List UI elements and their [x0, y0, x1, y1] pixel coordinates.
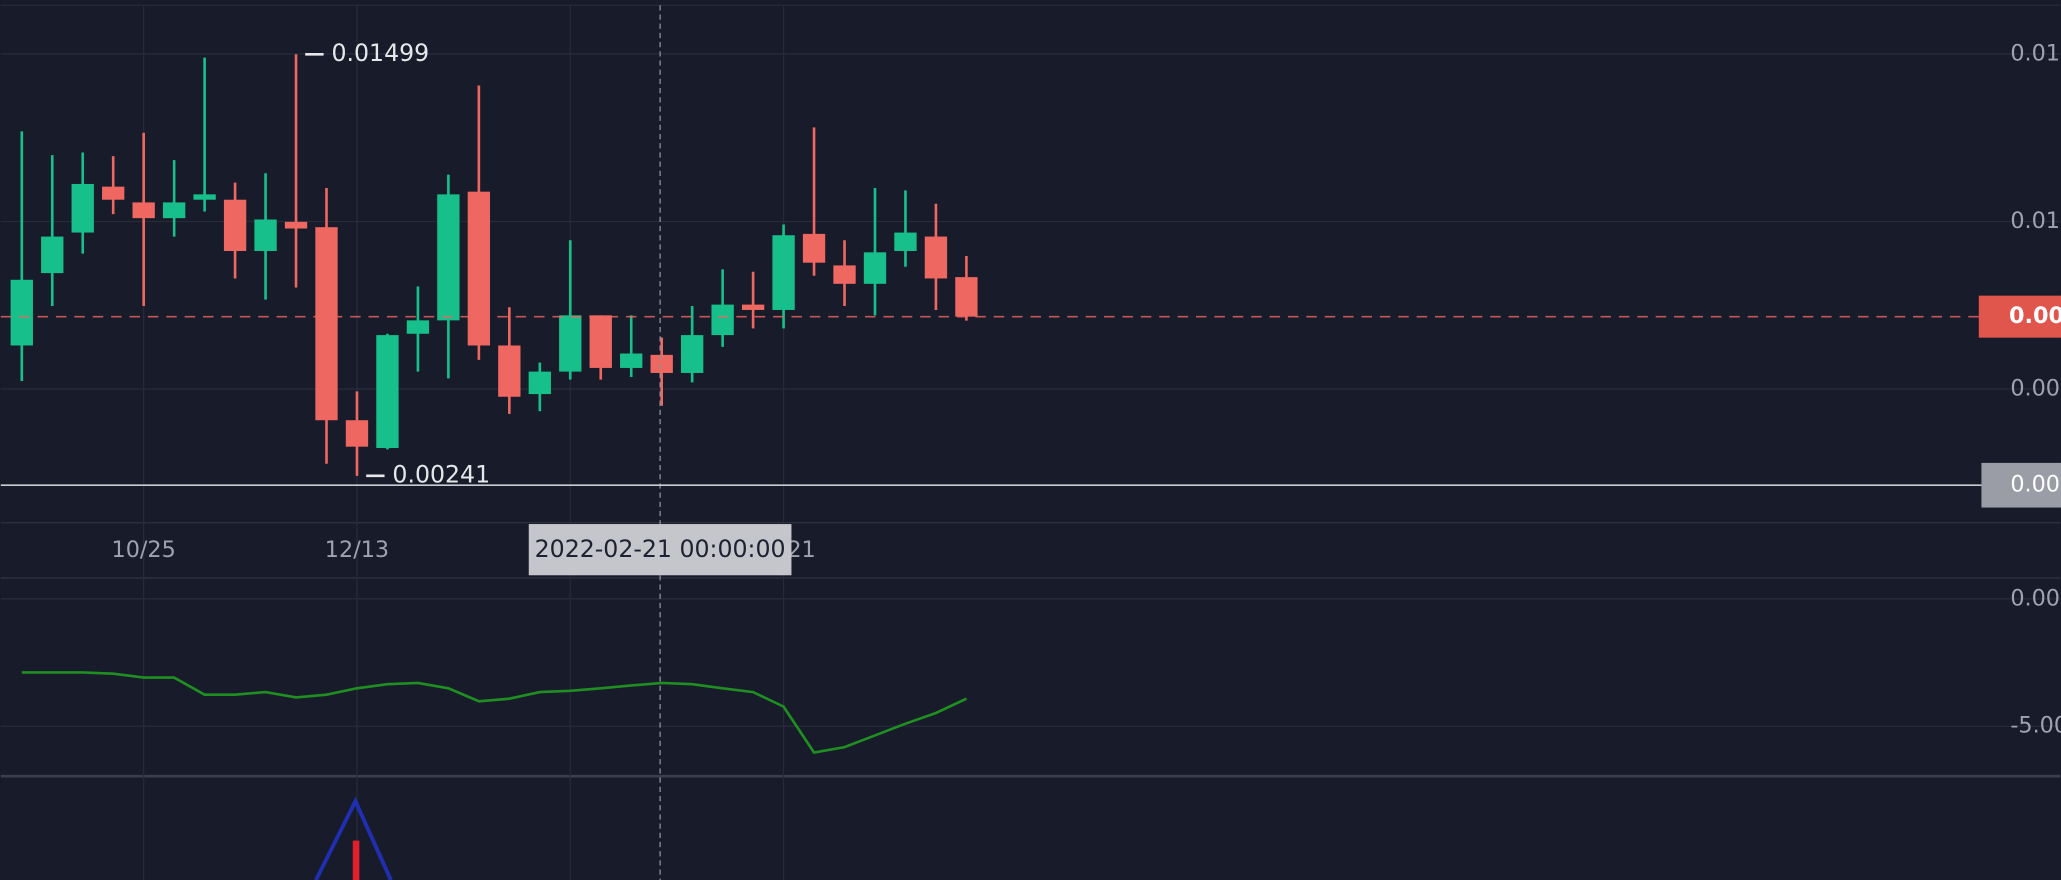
grid-layer: 0.0050.0100.01510/2512/13202203/210.000-…: [0, 5, 2061, 880]
candle-body: [894, 232, 917, 251]
mark-layer: [10, 54, 978, 754]
indicator-line: [21, 671, 967, 754]
candle-body: [863, 252, 887, 284]
x-tick-label: 10/25: [112, 537, 176, 563]
indicator-bar: [352, 840, 360, 880]
y-tick-label: 0.015: [2010, 40, 2061, 66]
candle-body: [406, 320, 430, 334]
candle-body: [437, 194, 460, 321]
candle-body: [315, 227, 338, 421]
candle-body: [772, 235, 795, 310]
candle-body: [741, 304, 765, 310]
candle-body: [711, 304, 734, 336]
candle-body: [498, 345, 521, 397]
candle-body: [223, 199, 247, 251]
crosshair-date-box: [528, 524, 792, 576]
candle-body: [102, 186, 125, 200]
last-price-label: 0.00716: [2009, 303, 2061, 329]
y-tick-label: 0.000: [2010, 585, 2061, 611]
y-tick-label: -5.000: [2010, 713, 2061, 739]
x-tick-label: 12/13: [325, 537, 389, 563]
candle-body: [284, 221, 308, 229]
y-tick-label: 0.010: [2010, 208, 2061, 234]
indicator-shape: [314, 796, 393, 880]
candle-body: [620, 353, 643, 368]
candle-body: [71, 183, 94, 233]
annotation-label: 0.01499: [331, 39, 429, 67]
candle-body: [650, 354, 673, 373]
crosshair-date: 2022-02-21 00:00:00: [535, 535, 786, 563]
annotation-label: 0.00241: [392, 460, 490, 488]
candle-body: [41, 236, 64, 274]
candle-body: [193, 194, 216, 200]
candle-body: [955, 277, 978, 317]
last-price-tag: [1978, 295, 2061, 338]
candle-body: [376, 335, 399, 449]
candle-body: [802, 233, 826, 263]
top-layer: 0.01499 0.00241 0.00716 0.00213: [0, 39, 2061, 508]
candle-body: [833, 265, 856, 284]
candle-body: [924, 236, 948, 279]
crosshair-price-box: [1981, 462, 2061, 508]
candle-body: [528, 371, 551, 395]
candle-body: [589, 315, 612, 368]
candle-body: [345, 420, 369, 447]
candle-body: [10, 279, 33, 346]
candle-body: [162, 202, 186, 219]
y-tick-label: 0.005: [2010, 376, 2061, 402]
candle-body: [132, 202, 155, 219]
crosshair-price-label: 0.00213: [2010, 472, 2061, 498]
candle-body: [680, 335, 704, 373]
candle-body: [559, 315, 582, 372]
candle-body: [254, 219, 277, 251]
candle-body: [467, 191, 491, 346]
